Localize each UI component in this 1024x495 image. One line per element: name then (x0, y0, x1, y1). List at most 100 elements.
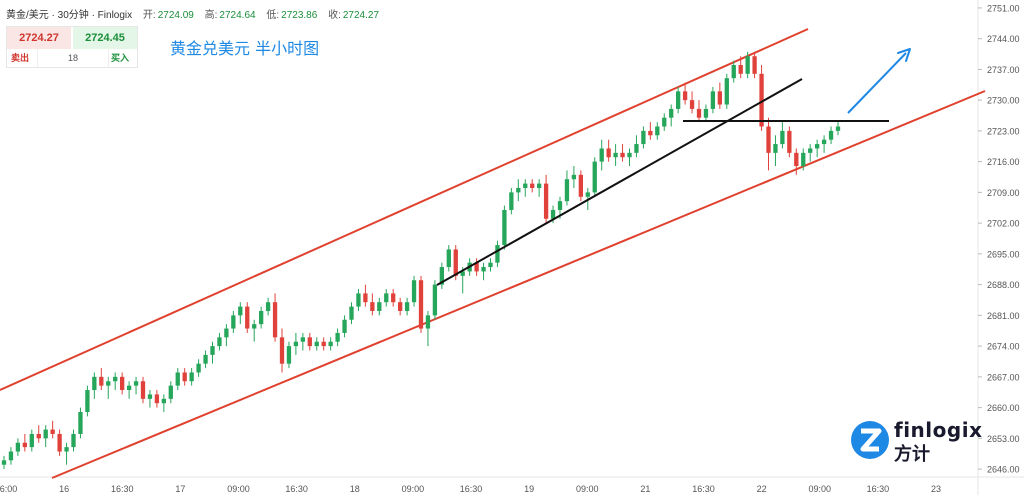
candle-body (606, 148, 611, 158)
candle-body (585, 192, 590, 197)
candle-body (272, 302, 278, 338)
candle-body (752, 56, 757, 74)
candle-body (599, 148, 604, 162)
candle-body (370, 302, 375, 311)
trend-line (436, 78, 803, 286)
y-tick-label: 2674.00 (987, 342, 1020, 352)
logo-text: finlogix (894, 418, 983, 442)
candle-body (571, 174, 577, 180)
candle-body (808, 148, 813, 153)
candle-body (321, 341, 326, 347)
candle-body (43, 429, 48, 439)
x-tick-label: 09:00 (402, 484, 425, 494)
candle-body (279, 337, 285, 364)
y-tick-label: 2660.00 (987, 403, 1020, 413)
candle-body (168, 385, 173, 399)
candle-body (550, 209, 556, 219)
low-value: 2723.86 (281, 10, 318, 21)
candle-body (689, 100, 695, 109)
candle-body (265, 302, 271, 311)
y-tick-label: 2653.00 (987, 434, 1020, 444)
candle-body (564, 179, 570, 202)
sell-price-button[interactable]: 2724.27 (7, 27, 71, 49)
finlogix-logo: finlogix 方计 (850, 418, 983, 465)
candle-body (224, 328, 229, 338)
candle-body (460, 271, 465, 276)
candle-body (50, 429, 55, 434)
x-tick-label: 19 (524, 484, 534, 494)
projection-arrow-head (897, 48, 911, 62)
candle-body (245, 306, 250, 329)
candle-body (502, 209, 507, 246)
candle-body (620, 152, 625, 158)
x-tick-label: 09:00 (576, 484, 599, 494)
candle-body (592, 161, 597, 193)
candle-body (523, 183, 528, 188)
candle-body (773, 144, 778, 153)
candle-body (703, 108, 709, 118)
candle-body (377, 302, 382, 311)
candle-body (835, 126, 841, 131)
candle-body (78, 411, 83, 434)
candle-body (481, 267, 486, 272)
buy-price-button[interactable]: 2724.45 (73, 27, 137, 49)
candle-body (814, 144, 820, 149)
y-tick-label: 2737.00 (987, 65, 1020, 75)
candle-body (175, 372, 180, 386)
candle-body (71, 433, 76, 448)
candle-body (717, 91, 723, 105)
sell-button[interactable]: 卖出 (11, 53, 30, 63)
candle-body (648, 130, 653, 136)
candle-body (696, 108, 702, 118)
candle-body (794, 152, 799, 167)
candle-body (724, 78, 729, 105)
candle-body (446, 249, 451, 268)
y-tick-label: 2681.00 (987, 311, 1020, 321)
candle-body (328, 341, 333, 347)
y-tick-label: 2688.00 (987, 280, 1020, 290)
candle-body (106, 381, 111, 386)
candle-body (453, 249, 458, 276)
candle-body (801, 152, 806, 167)
candle-body (710, 91, 716, 109)
candle-body (745, 56, 750, 74)
trade-bottom-row: 卖出 18 买入 (7, 49, 137, 67)
candle-body (300, 337, 306, 342)
candle-body (286, 346, 292, 364)
candle-body (613, 152, 618, 158)
open-label: 开: (142, 10, 156, 21)
buy-button[interactable]: 买入 (110, 53, 129, 63)
candle-body (196, 363, 201, 373)
candle-body (425, 315, 431, 329)
candle-body (8, 451, 14, 461)
quantity-input[interactable]: 18 (37, 49, 109, 67)
candle-body (418, 280, 424, 329)
candle-body (474, 262, 479, 272)
projection-arrow-line (847, 52, 907, 114)
x-tick-label: 16:00 (0, 484, 17, 494)
candle-body (543, 183, 549, 219)
finlogix-logo-mark (851, 421, 889, 459)
x-tick-label: 16:30 (692, 484, 715, 494)
candle-body (397, 302, 403, 311)
candle-body (307, 337, 312, 347)
candle-body (29, 433, 34, 448)
x-tick-label: 09:00 (227, 484, 250, 494)
candle-body (189, 372, 194, 382)
candle-body (231, 315, 236, 329)
candle-body (516, 187, 521, 193)
x-tick-label: 16:30 (867, 484, 890, 494)
candle-body (64, 447, 69, 452)
candle-body (182, 372, 187, 382)
candle-body (488, 262, 493, 268)
candle-body (161, 398, 167, 404)
candle-body (384, 293, 389, 303)
candle-body (780, 130, 785, 145)
candle-body (140, 381, 146, 399)
candle-body (154, 394, 160, 404)
candle-body (293, 341, 299, 347)
candle-body (578, 174, 584, 197)
sell-price: 2724.27 (19, 32, 59, 44)
x-tick-label: 16:30 (285, 484, 308, 494)
